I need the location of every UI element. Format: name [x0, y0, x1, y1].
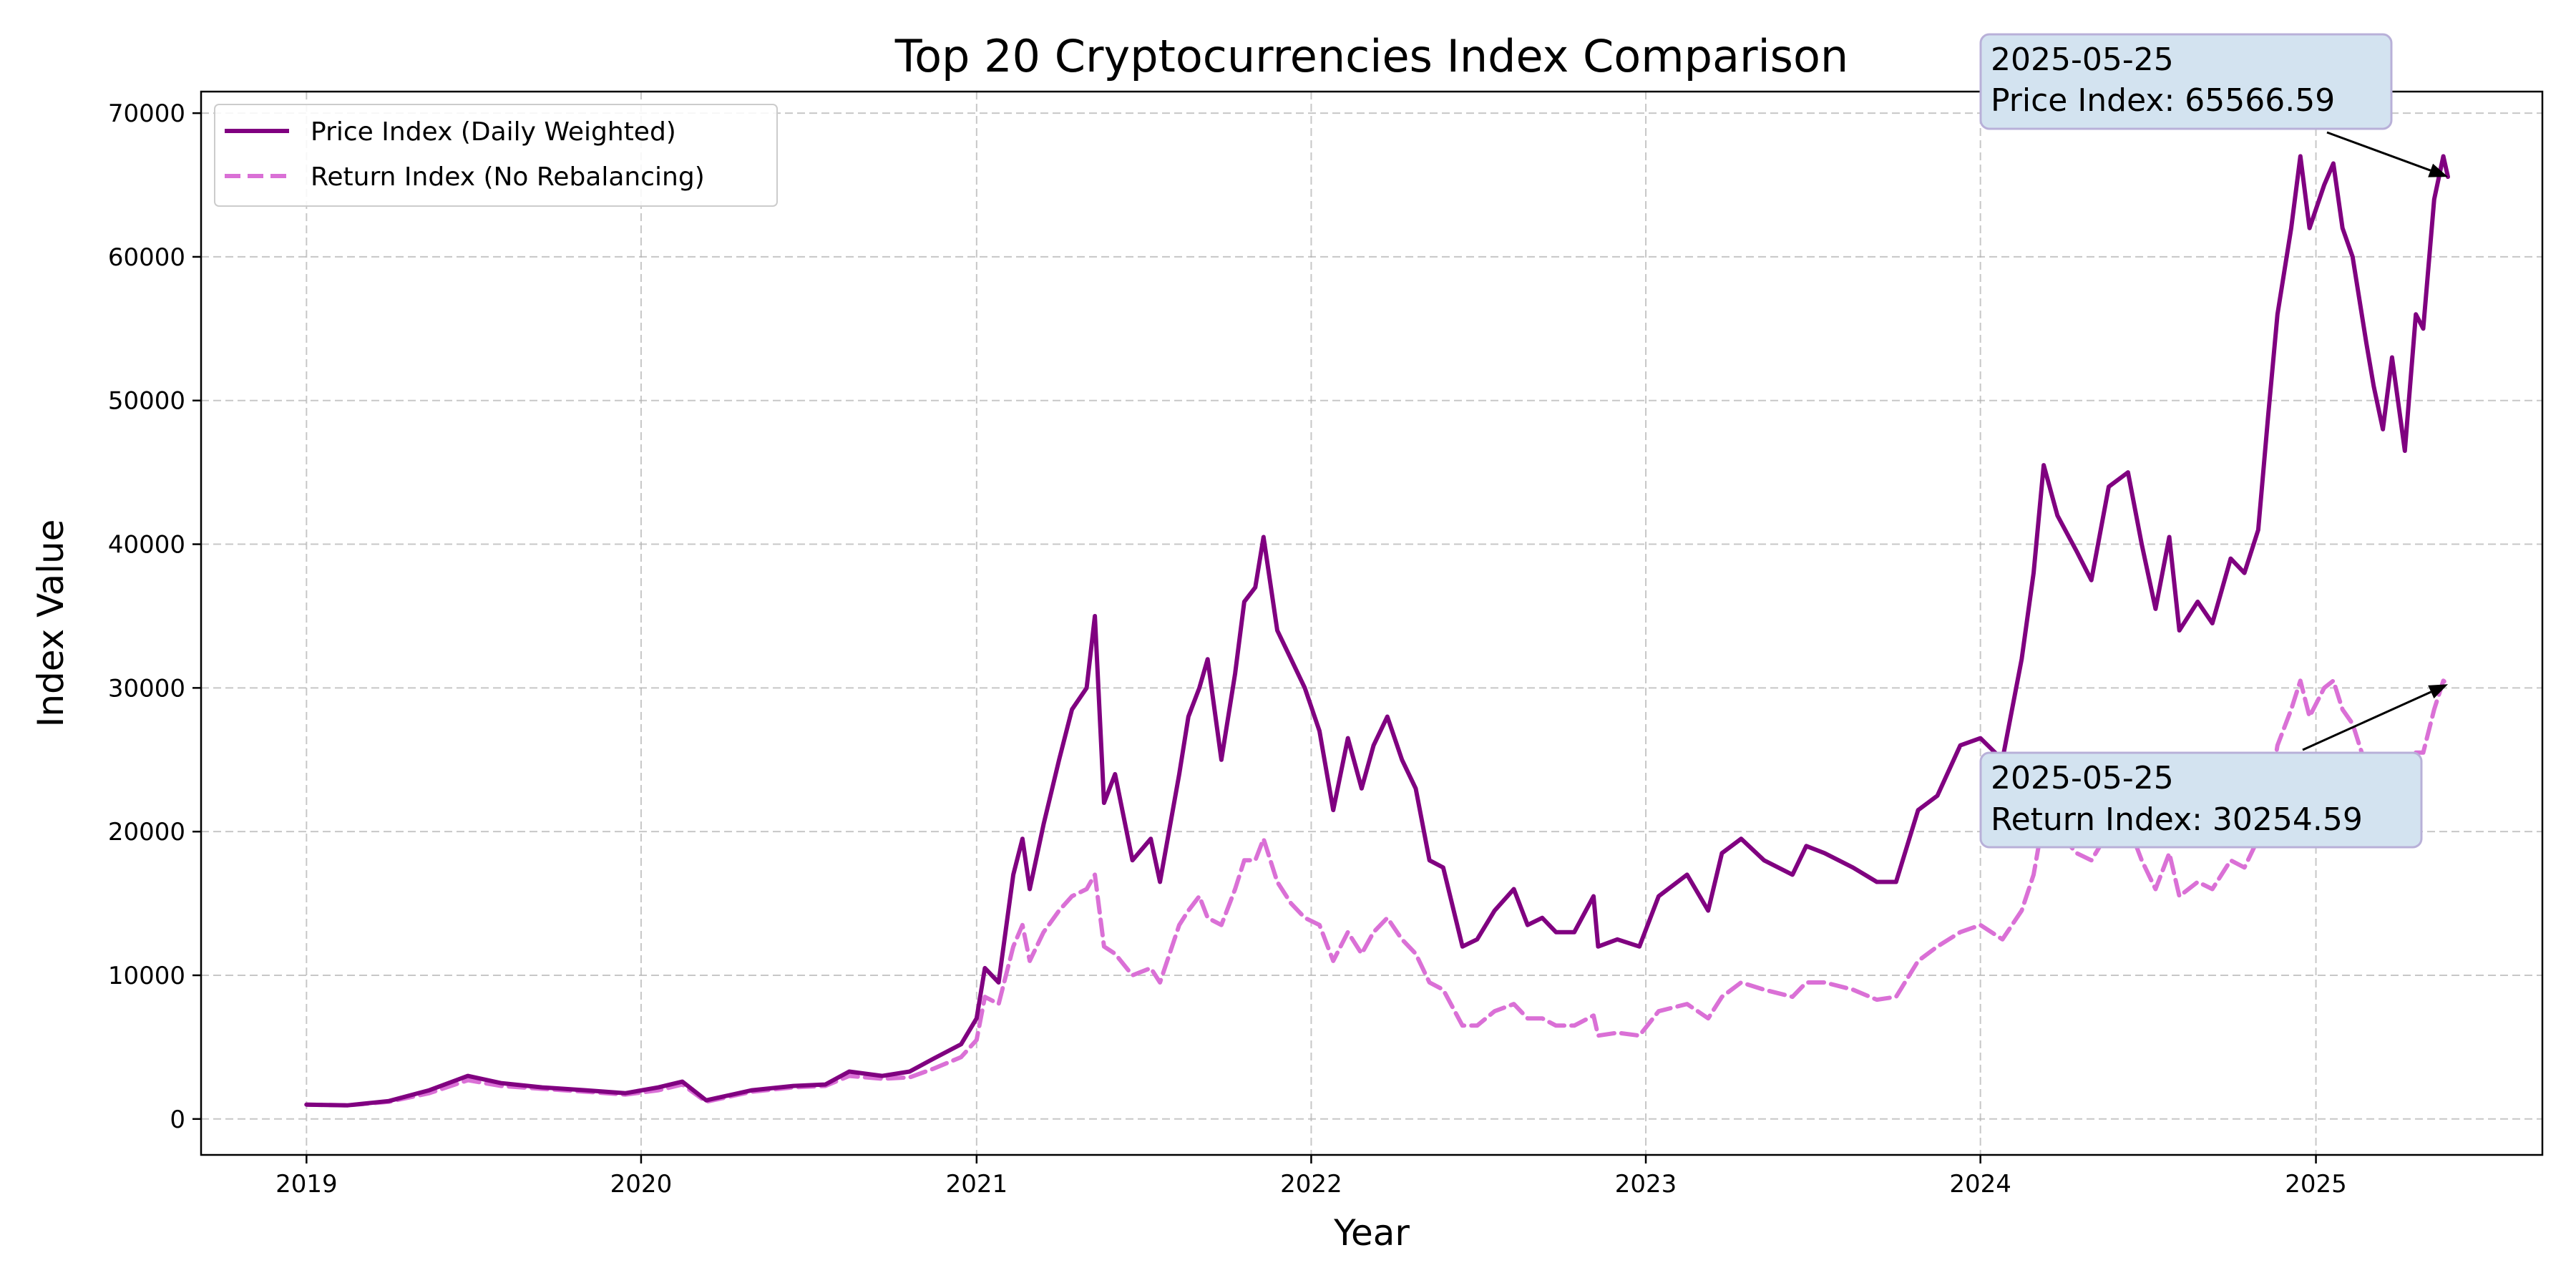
y-tick-label: 40000: [108, 531, 185, 560]
series-line-return-index: [304, 678, 2450, 1108]
x-tick-label: 2024: [1949, 1170, 2011, 1199]
legend-frame: [214, 104, 778, 207]
x-tick-label: 2021: [946, 1170, 1008, 1199]
plot-frame: [200, 90, 2544, 1156]
y-tick-label: 0: [170, 1106, 185, 1134]
y-tick-label: 70000: [108, 99, 185, 128]
annotation-return-value: Return Index: 30254.59: [1991, 801, 2363, 838]
annotation-return-date: 2025-05-25: [1991, 760, 2174, 796]
x-tick-label: 2022: [1280, 1170, 1342, 1199]
annotation-price: 2025-05-25 Price Index: 65566.59: [1979, 33, 2449, 177]
annotation-return: 2025-05-25 Return Index: 30254.59: [1979, 684, 2449, 849]
annotation-price-arrowhead: [2428, 163, 2449, 177]
x-tick-label: 2019: [275, 1170, 338, 1199]
annotation-price-arrow: [2326, 131, 2431, 172]
series-line-price-index: [304, 154, 2450, 1108]
legend: Price Index (Daily Weighted) Return Inde…: [214, 104, 778, 207]
y-tick-label: 50000: [108, 387, 185, 416]
annotation-return-arrow: [2302, 691, 2431, 751]
x-tick-label: 2020: [610, 1170, 673, 1199]
legend-label-price: Price Index (Daily Weighted): [311, 117, 676, 147]
x-axis-title: Year: [1333, 1212, 1410, 1254]
x-axis: 2019 2020 2021 2022 2023 2024 2025: [275, 1155, 2347, 1199]
annotation-price-date: 2025-05-25: [1991, 42, 2174, 78]
y-tick-label: 60000: [108, 243, 185, 272]
y-tick-label: 10000: [108, 962, 185, 990]
series-layer: [304, 154, 2450, 1108]
annotation-return-arrowhead: [2428, 684, 2449, 699]
y-axis-title: Index Value: [30, 519, 72, 728]
x-tick-label: 2025: [2285, 1170, 2347, 1199]
chart-title: Top 20 Cryptocurrencies Index Comparison: [894, 30, 1848, 82]
annotation-return-box: [1979, 751, 2423, 849]
y-tick-label: 30000: [108, 674, 185, 703]
annotation-price-box: [1979, 33, 2393, 130]
y-axis: 0 10000 20000 30000 40000 50000 60000 70000: [108, 99, 201, 1134]
legend-label-return: Return Index (No Rebalancing): [311, 162, 705, 192]
annotation-price-value: Price Index: 65566.59: [1991, 82, 2335, 119]
y-tick-label: 20000: [108, 818, 185, 847]
x-tick-label: 2023: [1615, 1170, 1677, 1199]
